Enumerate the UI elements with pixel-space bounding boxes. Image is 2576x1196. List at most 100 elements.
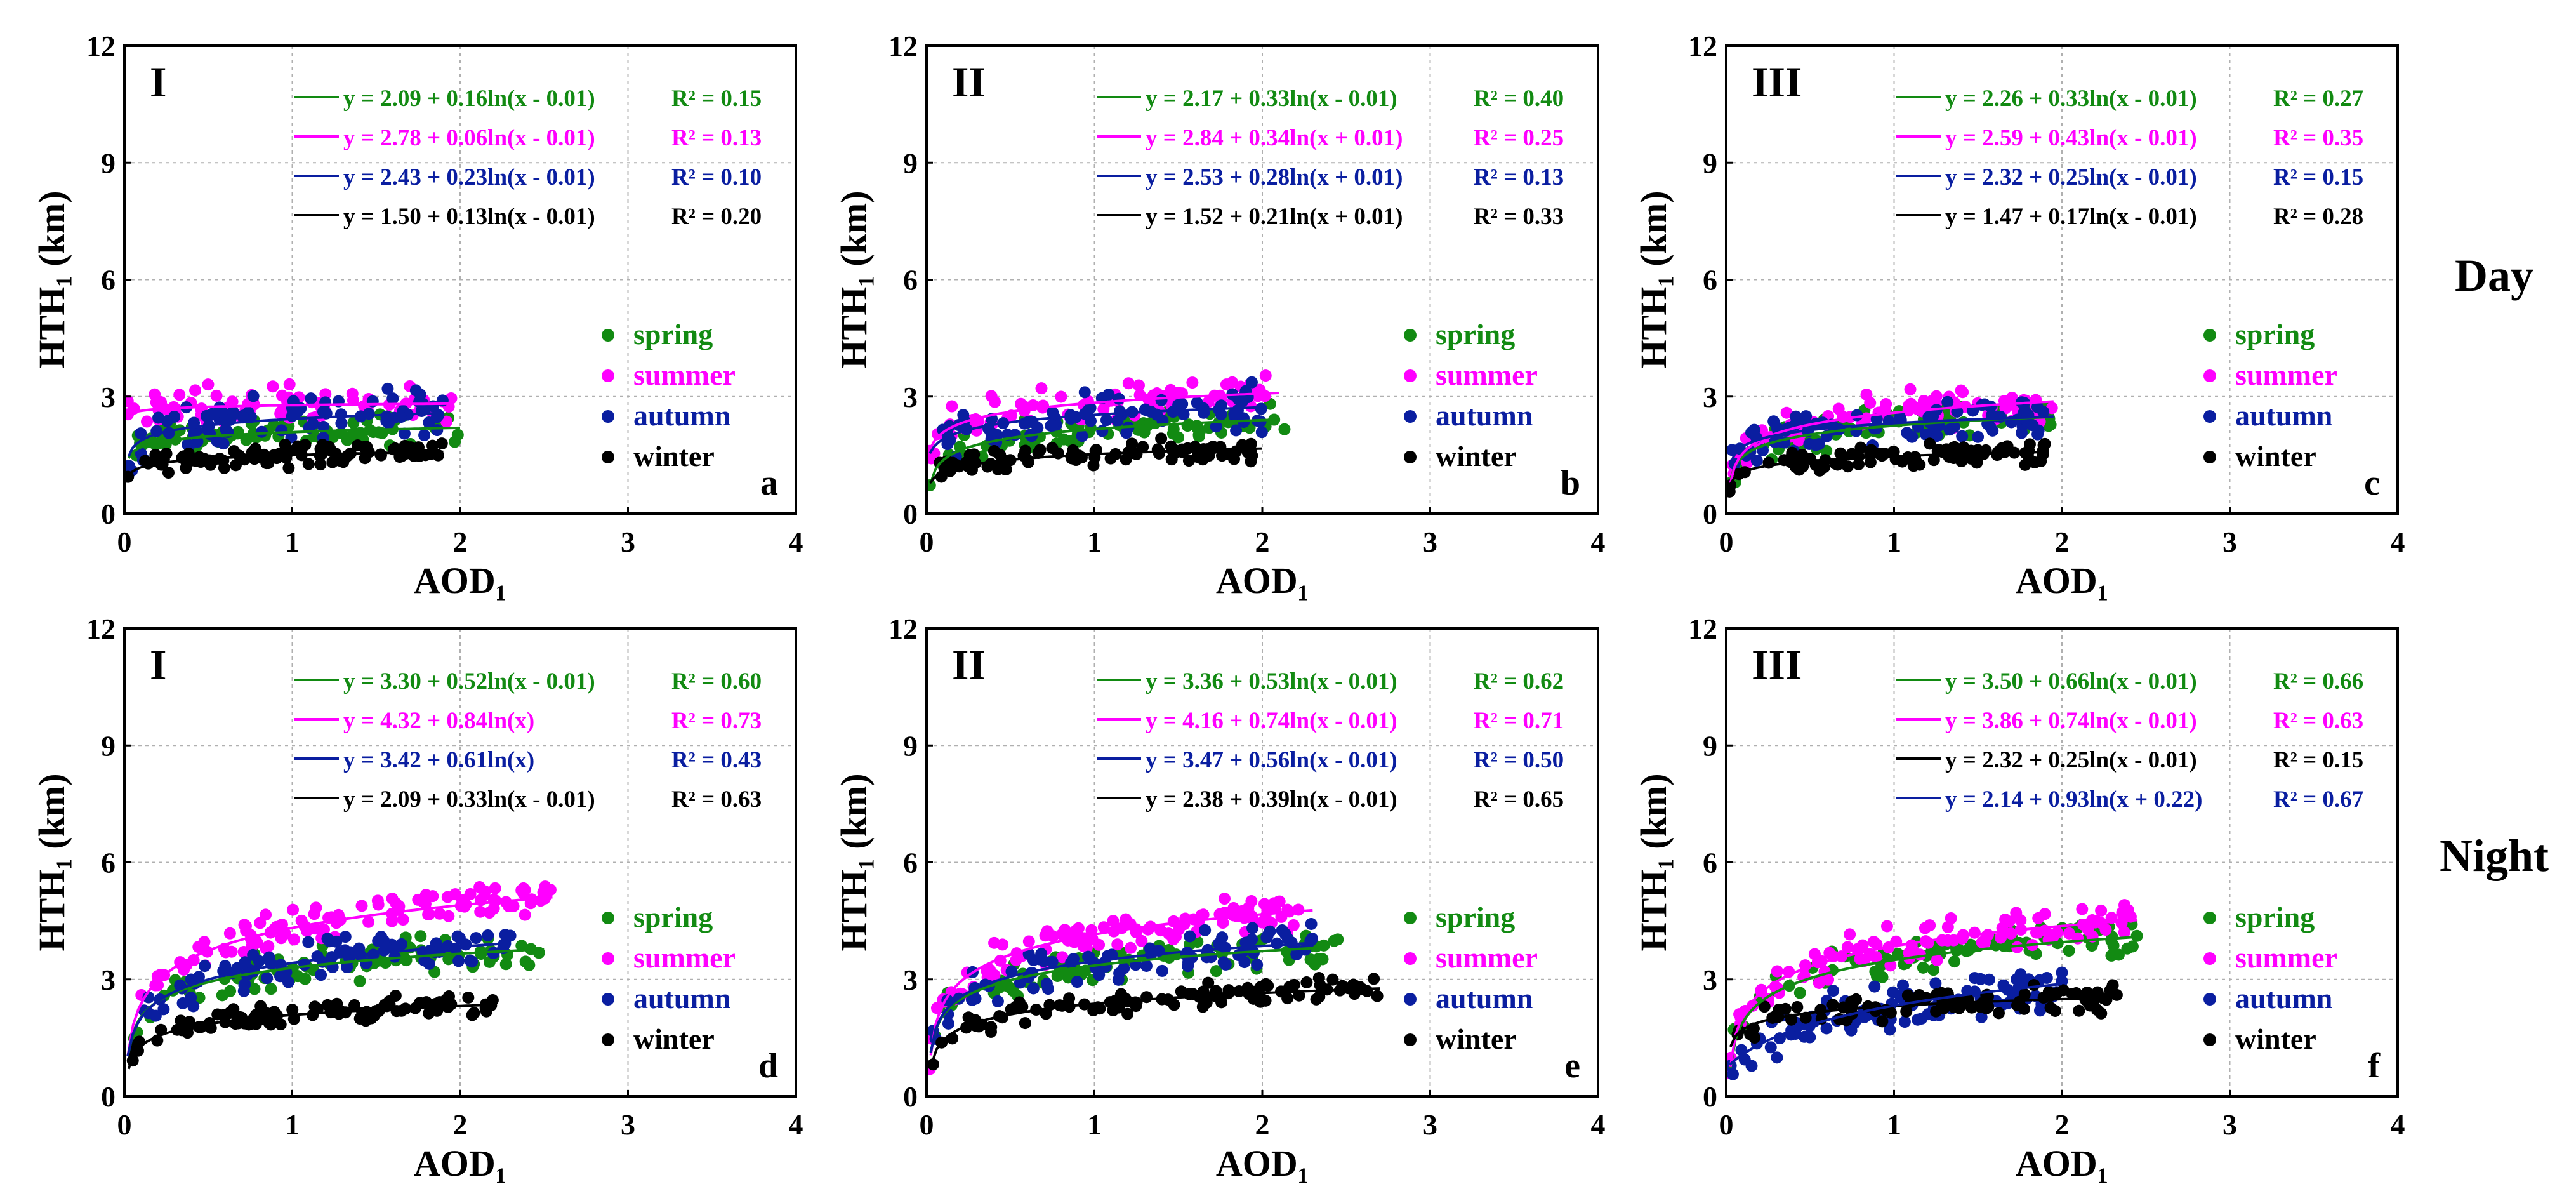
panel-letter: a xyxy=(760,463,778,503)
scatter-point-summer xyxy=(478,889,491,901)
x-tick-label: 3 xyxy=(1423,526,1437,558)
scatter-point-winter xyxy=(282,462,295,474)
scatter-point-winter xyxy=(2018,988,2031,1000)
y-tick-label: 9 xyxy=(101,147,116,179)
scatter-point-summer xyxy=(1870,951,1882,964)
fit-equation: y = 2.78 + 0.06ln(x - 0.01) xyxy=(343,125,595,151)
x-tick-label: 4 xyxy=(789,526,803,558)
legend-label-autumn: autumn xyxy=(1436,399,1533,432)
scatter-point-winter xyxy=(1924,437,1936,450)
scatter-point-autumn xyxy=(1771,1051,1783,1064)
scatter-point-autumn xyxy=(1111,415,1124,427)
y-tick-label: 3 xyxy=(903,381,918,413)
legend-label-spring: spring xyxy=(633,901,713,933)
scatter-point-winter xyxy=(1726,479,1737,492)
y-tick-label: 9 xyxy=(1703,147,1717,179)
x-tick-label: 0 xyxy=(117,1108,132,1141)
fit-r-squared: R² = 0.25 xyxy=(1474,125,1564,151)
fit-r-squared: R² = 0.50 xyxy=(1474,747,1564,773)
scatter-point-summer xyxy=(1884,959,1897,972)
scatter-point-autumn xyxy=(942,1017,954,1030)
scatter-point-winter xyxy=(1063,992,1076,1005)
scatter-point-autumn xyxy=(1820,1022,1833,1035)
legend-marker-spring xyxy=(1404,329,1417,342)
x-tick-label: 4 xyxy=(1591,1108,1606,1141)
legend-marker-summer xyxy=(2203,369,2216,382)
y-tick-label: 3 xyxy=(1703,964,1717,996)
scatter-point-winter xyxy=(1197,985,1210,998)
x-tick-label: 0 xyxy=(1719,526,1734,558)
scatter-point-winter xyxy=(223,1007,236,1020)
scatter-point-autumn xyxy=(418,429,431,442)
scatter-point-summer xyxy=(1258,915,1271,927)
legend-marker-winter xyxy=(2203,451,2216,463)
scatter-point-autumn xyxy=(1969,972,1981,985)
fit-r-squared: R² = 0.15 xyxy=(2273,747,2363,773)
scatter-point-summer xyxy=(1832,402,1845,415)
scatter-point-winter xyxy=(1230,445,1243,458)
scatter-point-summer xyxy=(2095,904,2108,917)
scatter-point-winter xyxy=(985,1021,998,1033)
scatter-point-winter xyxy=(279,438,291,451)
scatter-point-autumn xyxy=(1231,404,1244,416)
scatter-point-summer xyxy=(287,903,300,916)
x-tick-label: 0 xyxy=(117,526,132,558)
scatter-point-winter xyxy=(987,444,1000,457)
scatter-point-autumn xyxy=(263,951,275,964)
scatter-point-summer xyxy=(489,882,501,894)
scatter-point-spring xyxy=(1927,964,1940,976)
scatter-point-winter xyxy=(1991,449,2004,462)
legend-label-autumn: autumn xyxy=(2235,982,2332,1014)
legend-label-summer: summer xyxy=(633,941,736,974)
scatter-point-autumn xyxy=(395,411,407,423)
scatter-point-spring xyxy=(1871,970,1884,983)
scatter-point-winter xyxy=(1153,447,1165,460)
fit-r-squared: R² = 0.71 xyxy=(1474,708,1564,734)
scatter-point-autumn xyxy=(482,929,494,942)
scatter-point-summer xyxy=(276,408,289,421)
scatter-point-autumn xyxy=(470,932,482,945)
scatter-point-summer xyxy=(1242,901,1255,914)
x-tick-label: 2 xyxy=(2055,1108,2070,1141)
scatter-point-winter xyxy=(2049,1004,2061,1017)
scatter-point-winter xyxy=(486,994,499,1007)
scatter-point-summer xyxy=(295,914,308,927)
scatter-point-winter xyxy=(314,458,327,471)
fit-curve-spring xyxy=(1729,935,2138,1068)
scatter-point-summer xyxy=(1860,389,1873,401)
scatter-point-autumn xyxy=(219,960,232,973)
y-tick-label: 12 xyxy=(1688,613,1717,645)
panel-letter: d xyxy=(758,1046,778,1086)
y-tick-label: 12 xyxy=(86,30,116,62)
scatter-point-summer xyxy=(517,887,530,900)
scatter-point-winter xyxy=(1992,1007,2005,1020)
scatter-point-autumn xyxy=(2031,428,2044,441)
scatter-point-winter xyxy=(435,437,448,450)
legend-label-summer: summer xyxy=(633,359,736,391)
fit-curve-winter xyxy=(1729,451,2045,485)
y-tick-label: 0 xyxy=(903,498,918,530)
scatter-point-autumn xyxy=(1199,924,1212,936)
scatter-point-autumn xyxy=(1897,979,1910,992)
legend-marker-autumn xyxy=(1404,410,1417,423)
scatter-point-autumn xyxy=(1139,403,1151,416)
scatter-point-summer xyxy=(1172,923,1185,936)
scatter-point-summer xyxy=(1264,899,1276,912)
scatter-point-winter xyxy=(1884,1006,1897,1019)
scatter-point-summer xyxy=(1218,893,1231,905)
scatter-point-spring xyxy=(414,930,427,943)
x-tick-label: 1 xyxy=(1087,1108,1102,1141)
panel-numeral: III xyxy=(1752,58,1802,106)
legend-label-autumn: autumn xyxy=(633,399,730,432)
scatter-point-autumn xyxy=(1929,977,1942,990)
scatter-point-autumn xyxy=(1176,397,1189,410)
y-tick-label: 6 xyxy=(1703,847,1717,879)
fit-curve-winter xyxy=(128,450,444,477)
fit-r-squared: R² = 0.40 xyxy=(1474,86,1564,112)
scatter-point-summer xyxy=(189,384,202,397)
scatter-point-winter xyxy=(1129,996,1142,1009)
legend-marker-winter xyxy=(1404,451,1417,463)
scatter-point-summer xyxy=(440,415,453,428)
scatter-point-spring xyxy=(1210,965,1222,978)
y-tick-label: 0 xyxy=(903,1080,918,1113)
